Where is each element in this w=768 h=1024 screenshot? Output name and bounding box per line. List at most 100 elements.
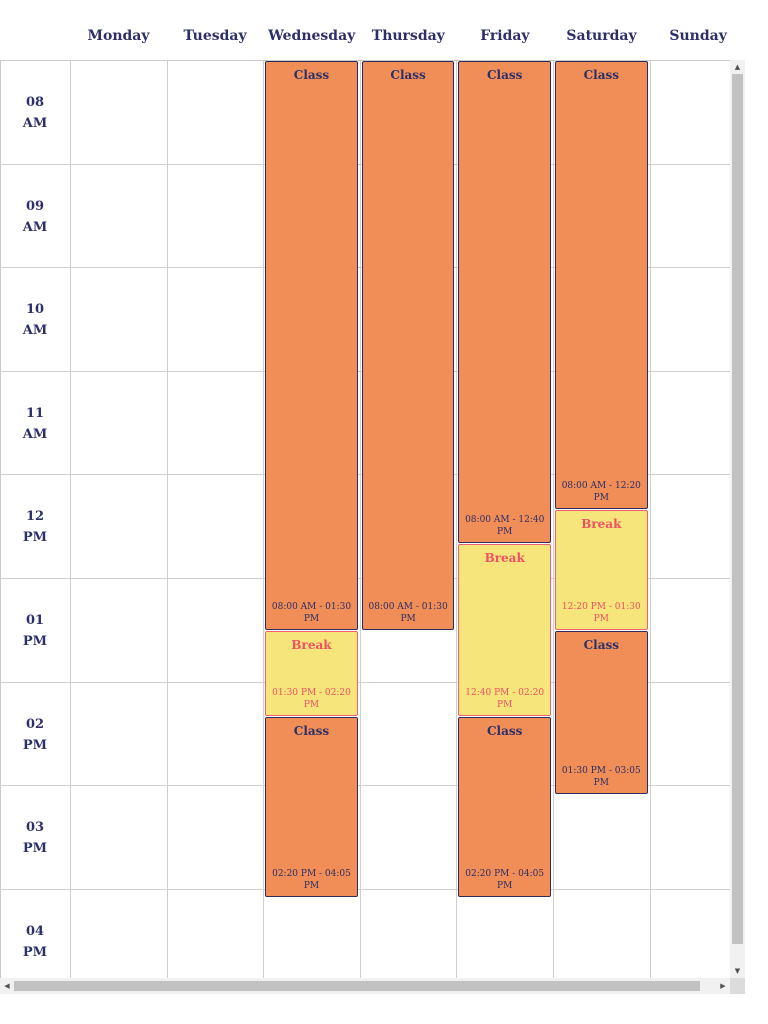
time-slot-cell[interactable] <box>71 683 167 786</box>
event-title: Class <box>486 68 523 82</box>
weekly-schedule-grid[interactable]: 08 AM 09 AM 10 AM 11 AM 12 PM 01 PM 02 PM 03 PM 04 PM Cla… <box>0 60 745 994</box>
day-header-tuesday: Tuesday <box>183 28 247 44</box>
event-time-range: 12:20 PM - 01:30 PM <box>561 601 641 624</box>
time-slot-cell[interactable] <box>457 890 553 993</box>
time-slot-cell[interactable] <box>361 890 457 993</box>
time-slot-cell[interactable] <box>168 579 264 682</box>
day-header-friday: Friday <box>480 28 530 44</box>
time-slot-cell[interactable] <box>361 683 457 786</box>
time-label-period: PM <box>22 841 48 856</box>
time-slot-cell[interactable] <box>168 890 264 993</box>
time-label-hour: 01 <box>25 613 45 628</box>
time-label-period: AM <box>22 116 48 131</box>
time-slot-cell[interactable] <box>168 372 264 475</box>
time-slot-cell[interactable] <box>71 786 167 889</box>
horizontal-scrollbar[interactable]: ◀ ▶ <box>0 978 730 994</box>
break-event-friday[interactable]: Break 12:40 PM - 02:20 PM <box>458 544 551 717</box>
time-slot-cell[interactable] <box>71 579 167 682</box>
scroll-right-icon[interactable]: ▶ <box>720 982 726 990</box>
event-time-range: 08:00 AM - 01:30 PM <box>368 601 448 624</box>
event-time-range: 02:20 PM - 04:05 PM <box>465 869 545 892</box>
day-header-wednesday: Wednesday <box>268 28 356 44</box>
class-event-wednesday[interactable]: Class 08:00 AM - 01:30 PM <box>265 61 358 630</box>
event-title: Class <box>390 68 426 82</box>
class-event-saturday[interactable]: Class 01:30 PM - 03:05 PM <box>555 630 648 794</box>
time-slot-cell[interactable] <box>71 165 167 268</box>
time-slot-cell[interactable] <box>71 890 167 993</box>
event-time-range: 01:30 PM - 02:20 PM <box>272 688 351 711</box>
day-header-thursday: Thursday <box>371 28 445 44</box>
time-label: 10 AM <box>0 299 70 341</box>
time-label-hour: 04 <box>25 924 45 939</box>
time-label-period: AM <box>22 427 48 442</box>
time-slot-cell[interactable] <box>71 372 167 475</box>
vertical-scrollbar[interactable]: ▲ ▼ <box>730 60 745 978</box>
time-slot-cell[interactable] <box>168 475 264 578</box>
day-gridline <box>360 60 361 978</box>
time-label-hour: 08 <box>25 95 45 110</box>
time-label: 12 PM <box>0 506 70 548</box>
event-time-range: 08:00 AM - 12:40 PM <box>465 515 545 538</box>
day-gridline <box>553 60 554 978</box>
time-slot-cell[interactable] <box>168 683 264 786</box>
break-event-wednesday[interactable]: Break 01:30 PM - 02:20 PM <box>265 630 358 717</box>
horizontal-scroll-thumb[interactable] <box>14 981 700 991</box>
time-label-hour: 11 <box>25 406 45 421</box>
time-slot-cell[interactable] <box>264 890 360 993</box>
event-title: Break <box>484 551 525 566</box>
time-label: 11 AM <box>0 403 70 445</box>
vertical-scroll-thumb[interactable] <box>732 74 743 944</box>
time-label-period: PM <box>22 634 48 649</box>
class-event-friday[interactable]: Class 02:20 PM - 04:05 PM <box>458 717 551 898</box>
time-label-hour: 09 <box>25 199 45 214</box>
scroll-down-icon[interactable]: ▼ <box>734 967 741 975</box>
class-event-thursday[interactable]: Class 08:00 AM - 01:30 PM <box>361 61 455 630</box>
day-header-saturday: Saturday <box>566 28 637 44</box>
time-label-period: AM <box>22 220 48 235</box>
time-label-hour: 03 <box>25 820 45 835</box>
day-gridline <box>650 60 651 978</box>
scroll-left-icon[interactable]: ◀ <box>4 982 10 990</box>
event-title: Class <box>583 637 619 652</box>
scrollbar-corner <box>730 978 745 994</box>
time-slot-cell[interactable] <box>361 786 457 889</box>
event-title: Class <box>583 68 619 82</box>
time-slot-cell[interactable] <box>168 61 264 164</box>
time-slot-cell[interactable] <box>168 268 264 371</box>
time-label: 04 PM <box>0 921 70 963</box>
hour-gridline <box>0 785 730 786</box>
time-slot-cell[interactable] <box>554 890 650 993</box>
time-label: 02 PM <box>0 714 70 756</box>
time-slot-cell[interactable] <box>71 268 167 371</box>
day-gridline <box>167 60 168 978</box>
time-label-period: AM <box>22 323 48 338</box>
class-event-saturday[interactable]: Class 08:00 AM - 12:20 PM <box>555 61 648 509</box>
scroll-up-icon[interactable]: ▲ <box>734 63 741 71</box>
time-label: 08 AM <box>0 92 70 134</box>
event-time-range: 08:00 AM - 01:30 PM <box>271 601 352 624</box>
day-gridline <box>456 60 457 978</box>
time-slot-cell[interactable] <box>71 61 167 164</box>
event-time-range: 02:20 PM - 04:05 PM <box>272 869 351 892</box>
time-slot-cell[interactable] <box>71 475 167 578</box>
time-slot-cell[interactable] <box>168 786 264 889</box>
time-label-period: PM <box>22 530 48 545</box>
day-header-sunday: Sunday <box>669 28 727 44</box>
break-event-saturday[interactable]: Break 12:20 PM - 01:30 PM <box>555 509 648 630</box>
time-slot-cell[interactable] <box>168 165 264 268</box>
hour-gridline <box>0 682 730 683</box>
event-title: Class <box>293 68 330 82</box>
time-label: 01 PM <box>0 610 70 652</box>
day-header-monday: Monday <box>87 28 150 44</box>
time-label-hour: 02 <box>25 717 45 732</box>
event-time-range: 01:30 PM - 03:05 PM <box>561 765 641 788</box>
class-event-friday[interactable]: Class 08:00 AM - 12:40 PM <box>458 61 551 544</box>
class-event-wednesday[interactable]: Class 02:20 PM - 04:05 PM <box>265 717 358 898</box>
time-slot-cell[interactable] <box>554 786 650 889</box>
time-label-hour: 10 <box>25 302 45 317</box>
event-time-range: 08:00 AM - 12:20 PM <box>561 480 641 503</box>
day-gridline <box>70 60 71 978</box>
day-gridline <box>263 60 264 978</box>
grid-frame <box>0 60 730 978</box>
time-label-hour: 12 <box>25 509 45 524</box>
